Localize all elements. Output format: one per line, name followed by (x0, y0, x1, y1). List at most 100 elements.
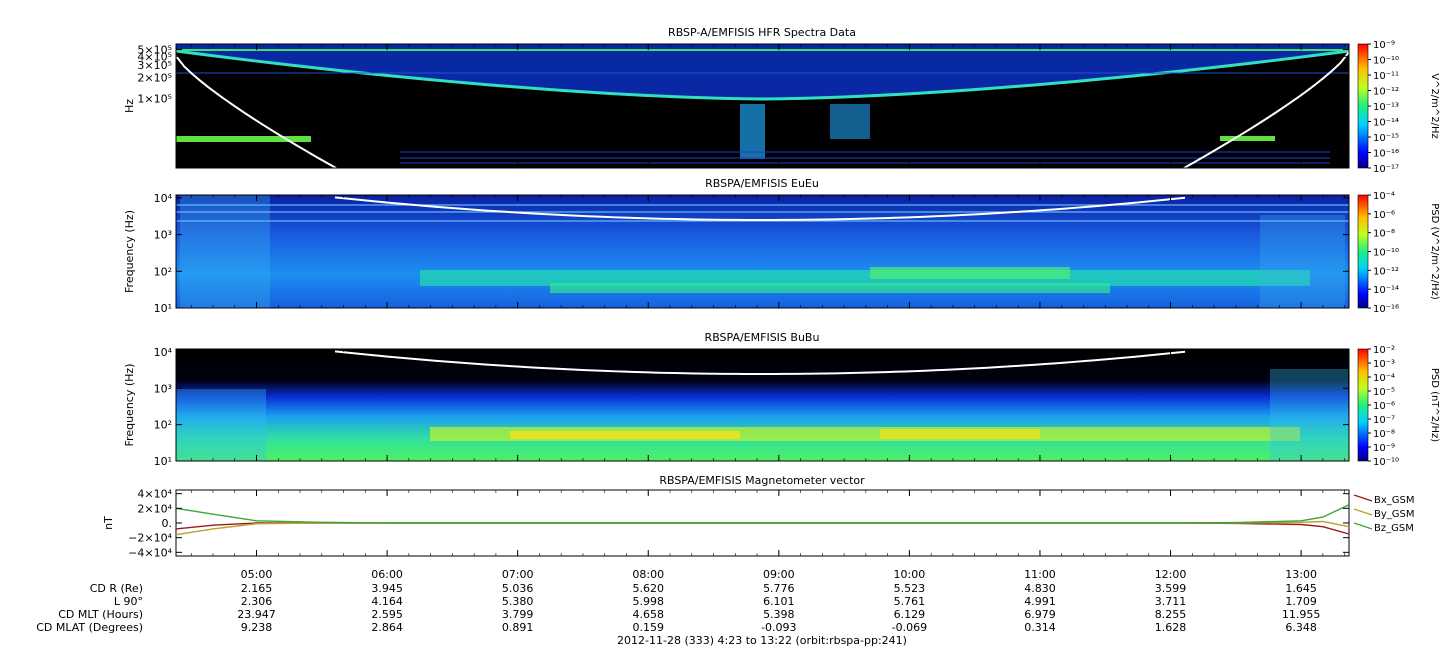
y-tick-label: 4×10⁵ (137, 50, 172, 63)
ephemeris-row-label: CD MLAT (Degrees) (36, 621, 143, 634)
legend-swatch-Bx_GSM (1353, 494, 1373, 502)
ephemeris-value: 1.628 (1155, 621, 1187, 634)
hfr-plasma-line (175, 49, 1350, 101)
ephemeris-value: 5.620 (632, 582, 664, 595)
colorbar-tick-label: 10⁻¹³ (1373, 102, 1399, 113)
x-tick-label: 07:00 (502, 568, 534, 581)
hfr-frame (175, 43, 1350, 169)
hfr-cyclotron-curve-left (175, 55, 337, 169)
panel-eueu: 10⁴ 10³ 10² 10¹ Frequency (Hz) 10⁻⁴ 10⁻⁶ 10⁻⁸ 10… (123, 177, 1440, 315)
ephemeris-value: 6.979 (1024, 608, 1056, 621)
x-tick-label: 05:00 (241, 568, 273, 581)
colorbar-tick-label: 10⁻⁸ (1373, 229, 1395, 240)
bubu-frame (175, 348, 1350, 462)
y-tick-label: 10³ (154, 382, 172, 395)
y-tick-label: 10⁴ (154, 346, 173, 359)
ephemeris-value: 8.255 (1155, 608, 1187, 621)
colorbar-tick-label: 10⁻⁵ (1373, 387, 1395, 398)
colorbar-label: PSD (V^2/m^2/Hz) (1429, 203, 1440, 300)
eueu-chorus-band (420, 270, 1310, 286)
y-tick-label: 5×10⁵ (137, 44, 172, 57)
ephemeris-value: 2.595 (371, 608, 403, 621)
colorbar-tick-label: 10⁻¹⁶ (1373, 149, 1399, 160)
ephemeris-value: 2.864 (371, 621, 403, 634)
y-axis-label: nT (102, 516, 115, 530)
colorbar-label: PSD (nT^2/Hz) (1429, 368, 1440, 442)
bubu-broadband (176, 389, 266, 461)
ephemeris-value: 4.830 (1024, 582, 1056, 595)
y-tick-label: 2×10⁵ (137, 71, 172, 84)
ephemeris-value: 1.645 (1285, 582, 1317, 595)
ephemeris-value: 2.306 (241, 595, 273, 608)
colorbar-tick-label: 10⁻¹² (1373, 87, 1399, 98)
bubu-cyclotron-curve (334, 350, 1186, 375)
ephemeris-row-label: CD MLT (Hours) (58, 608, 143, 621)
eueu-broadband (1260, 215, 1345, 308)
colorbar-tick-label: 10⁻⁴ (1373, 373, 1395, 384)
series-line-Bz_GSM (175, 504, 1350, 524)
x-tick-label: 09:00 (763, 568, 795, 581)
legend-swatch-Bz_GSM (1353, 522, 1373, 530)
y-tick-label: −2×10⁴ (128, 532, 172, 545)
eueu-chorus-band (550, 283, 1110, 293)
legend-label-By_GSM: By_GSM (1374, 509, 1415, 520)
ephemeris-value: 0.314 (1024, 621, 1056, 634)
ephemeris-value: 5.380 (502, 595, 534, 608)
colorbar-tick-label: 10⁻⁴ (1373, 191, 1395, 202)
colorbar (1357, 43, 1369, 169)
panel-title: RBSPA/EMFISIS Magnetometer vector (659, 474, 865, 487)
x-tick-label: 08:00 (632, 568, 664, 581)
y-axis-label: Frequency (Hz) (123, 364, 136, 447)
ephemeris-row-label: L 90° (114, 595, 143, 608)
ephemeris-value: 6.129 (894, 608, 926, 621)
hfr-low-band-left (176, 136, 311, 142)
colorbar-tick-label: 10⁻¹⁴ (1373, 118, 1399, 129)
ephemeris-value: 0.159 (632, 621, 664, 634)
colorbar-tick-label: 10⁻⁷ (1373, 415, 1395, 426)
y-tick-label: 10¹ (154, 302, 172, 315)
panel-title: RBSPA/EMFISIS EuEu (705, 177, 819, 190)
ephemeris-row-label: CD R (Re) (90, 582, 143, 595)
hfr-burst (830, 104, 870, 139)
y-tick-label: 4×10⁴ (137, 488, 172, 501)
legend-label-Bx_GSM: Bx_GSM (1374, 495, 1415, 506)
ephemeris-value: 3.711 (1155, 595, 1187, 608)
x-tick-label: 10:00 (894, 568, 926, 581)
y-tick-label: 10³ (154, 229, 172, 242)
colorbar-tick-label: 10⁻³ (1373, 359, 1395, 370)
y-tick-label: 3×10⁵ (137, 59, 172, 72)
bubu-background (176, 349, 1349, 461)
hfr-burst (740, 104, 765, 159)
x-tick-label: 11:00 (1024, 568, 1056, 581)
footer-caption: 2012-11-28 (333) 4:23 to 13:22 (orbit:rb… (617, 634, 907, 647)
ephemeris-value: 1.709 (1285, 595, 1317, 608)
colorbar-tick-label: 10⁻⁹ (1373, 40, 1395, 51)
y-tick-label: 0. (162, 517, 173, 530)
ephemeris-value: 4.991 (1024, 595, 1056, 608)
legend-swatch-By_GSM (1353, 508, 1373, 516)
colorbar-tick-label: 10⁻⁹ (1373, 443, 1395, 454)
ephemeris-value: 5.998 (632, 595, 664, 608)
eueu-chorus-band (870, 267, 1070, 279)
ephemeris-value: 6.101 (763, 595, 795, 608)
hfr-upper-emission (176, 44, 1349, 99)
x-tick-label: 13:00 (1285, 568, 1317, 581)
ephemeris-value: 5.761 (894, 595, 926, 608)
ephemeris-value: 9.238 (241, 621, 273, 634)
colorbar-tick-label: 10⁻¹⁰ (1373, 457, 1399, 468)
bubu-broadband (1270, 369, 1348, 461)
colorbar-tick-label: 10⁻¹⁵ (1373, 133, 1399, 144)
colorbar-tick-label: 10⁻¹⁰ (1373, 248, 1399, 259)
colorbar (1357, 348, 1369, 462)
y-tick-label: −4×10⁴ (128, 546, 172, 559)
panel-bubu: 10⁴ 10³ 10² 10¹ Frequency (Hz) 10⁻² 10⁻³ 10⁻⁴ 10… (123, 331, 1440, 468)
ephemeris-value: -0.093 (761, 621, 796, 634)
ephemeris-value: 5.776 (763, 582, 795, 595)
y-tick-label: 10⁴ (154, 192, 173, 205)
colorbar-tick-label: 10⁻⁸ (1373, 429, 1395, 440)
ephemeris-value: 23.947 (237, 608, 276, 621)
ephemeris-value: 3.599 (1155, 582, 1187, 595)
ephemeris-value: 5.036 (502, 582, 534, 595)
